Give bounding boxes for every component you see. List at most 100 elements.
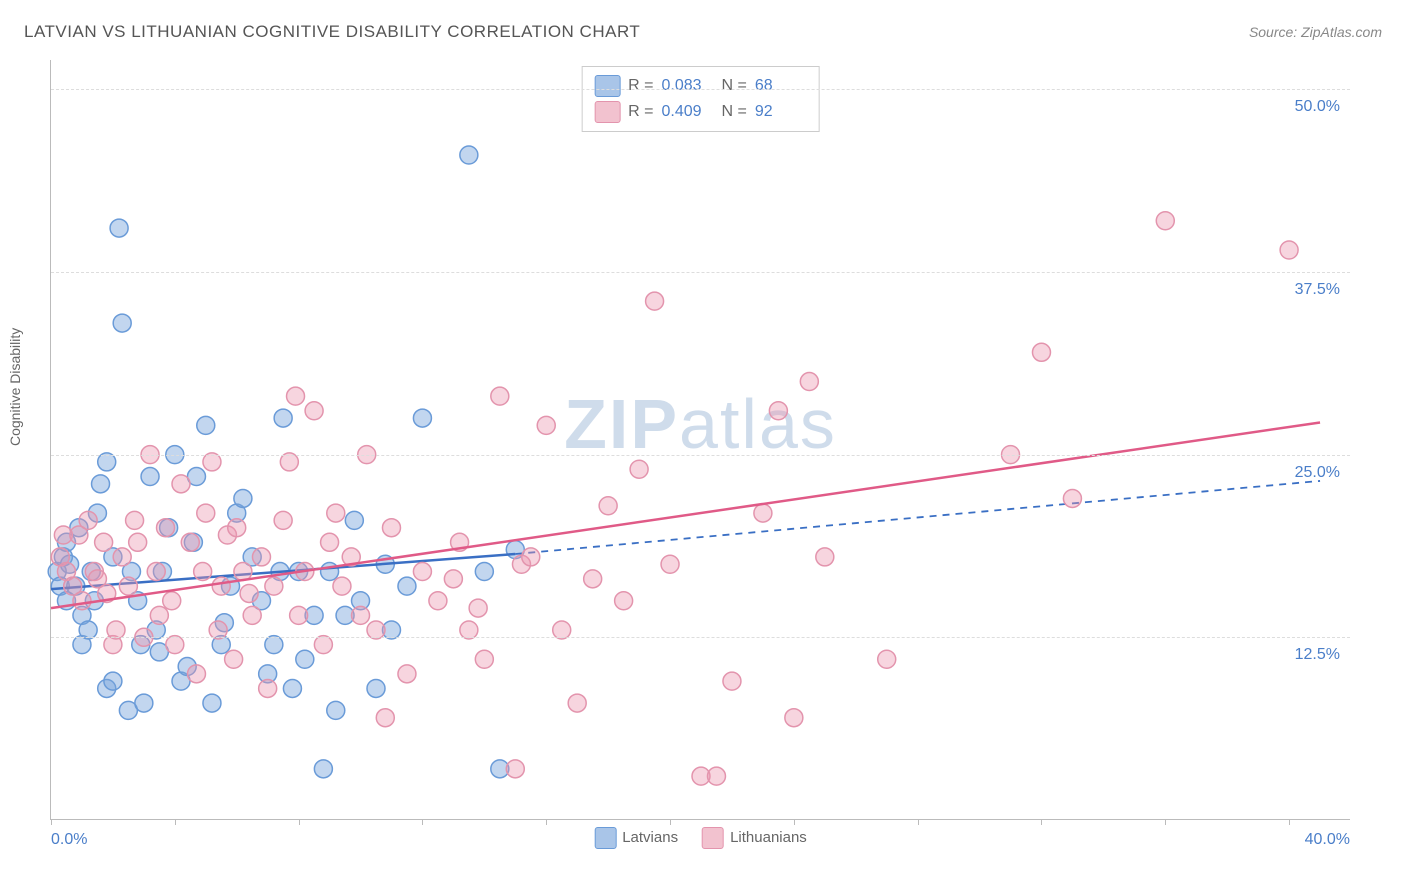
scatter-point — [352, 606, 370, 624]
scatter-point — [376, 709, 394, 727]
scatter-point — [95, 533, 113, 551]
scatter-point — [243, 606, 261, 624]
scatter-point — [110, 219, 128, 237]
x-axis-right-label: 40.0% — [1305, 831, 1350, 849]
x-tick — [670, 819, 671, 825]
scatter-point — [314, 760, 332, 778]
scatter-point — [367, 679, 385, 697]
stats-legend-row: R =0.083N =68 — [594, 73, 807, 99]
bottom-legend: Latvians Lithuanians — [594, 827, 807, 849]
scatter-point — [769, 402, 787, 420]
trend-line-extrapolated — [515, 481, 1320, 554]
legend-item: Lithuanians — [702, 827, 807, 849]
scatter-point — [194, 563, 212, 581]
scatter-point — [209, 621, 227, 639]
x-tick — [918, 819, 919, 825]
stat-R-key: R = — [628, 77, 653, 95]
scatter-point — [119, 577, 137, 595]
scatter-point — [1032, 343, 1050, 361]
scatter-point — [599, 497, 617, 515]
scatter-point — [1156, 212, 1174, 230]
scatter-point — [800, 373, 818, 391]
scatter-point — [113, 314, 131, 332]
y-gridline — [51, 637, 1350, 638]
x-tick — [299, 819, 300, 825]
scatter-point — [630, 460, 648, 478]
scatter-point — [166, 636, 184, 654]
scatter-point — [225, 650, 243, 668]
scatter-point — [212, 577, 230, 595]
x-tick — [51, 819, 52, 825]
scatter-point — [172, 475, 190, 493]
scatter-point — [469, 599, 487, 617]
scatter-svg — [51, 60, 1350, 819]
scatter-point — [296, 650, 314, 668]
y-gridline — [51, 272, 1350, 273]
scatter-point — [475, 650, 493, 668]
scatter-point — [150, 606, 168, 624]
source-label: Source: ZipAtlas.com — [1249, 24, 1382, 40]
legend-item: Latvians — [594, 827, 678, 849]
scatter-point — [785, 709, 803, 727]
scatter-point — [259, 679, 277, 697]
scatter-point — [98, 453, 116, 471]
scatter-point — [135, 694, 153, 712]
scatter-point — [522, 548, 540, 566]
scatter-point — [345, 511, 363, 529]
scatter-point — [460, 146, 478, 164]
scatter-point — [197, 416, 215, 434]
scatter-point — [553, 621, 571, 639]
scatter-point — [187, 665, 205, 683]
y-tick-label: 50.0% — [1295, 98, 1340, 116]
scatter-point — [203, 694, 221, 712]
legend-swatch-icon — [594, 101, 620, 123]
scatter-point — [444, 570, 462, 588]
scatter-point — [398, 665, 416, 683]
x-tick — [1165, 819, 1166, 825]
scatter-point — [157, 519, 175, 537]
scatter-point — [398, 577, 416, 595]
scatter-point — [107, 621, 125, 639]
scatter-point — [537, 416, 555, 434]
stat-N-key: N = — [722, 103, 747, 121]
scatter-point — [265, 636, 283, 654]
scatter-point — [754, 504, 772, 522]
scatter-point — [506, 760, 524, 778]
scatter-point — [305, 402, 323, 420]
scatter-point — [367, 621, 385, 639]
scatter-point — [280, 453, 298, 471]
scatter-point — [274, 409, 292, 427]
scatter-point — [460, 621, 478, 639]
scatter-point — [234, 489, 252, 507]
stats-legend-row: R =0.409N =92 — [594, 99, 807, 125]
stat-R-value: 0.083 — [662, 77, 714, 95]
legend-swatch-icon — [702, 827, 724, 849]
scatter-point — [79, 511, 97, 529]
chart-title: LATVIAN VS LITHUANIAN COGNITIVE DISABILI… — [24, 22, 640, 42]
y-axis-label: Cognitive Disability — [7, 328, 23, 446]
y-gridline — [51, 89, 1350, 90]
scatter-point — [413, 563, 431, 581]
scatter-point — [290, 606, 308, 624]
y-tick-label: 37.5% — [1295, 281, 1340, 299]
x-tick — [1041, 819, 1042, 825]
x-tick — [175, 819, 176, 825]
scatter-point — [584, 570, 602, 588]
scatter-point — [265, 577, 283, 595]
scatter-point — [327, 504, 345, 522]
scatter-point — [92, 475, 110, 493]
stat-R-value: 0.409 — [662, 103, 714, 121]
scatter-point — [646, 292, 664, 310]
scatter-point — [197, 504, 215, 522]
scatter-point — [878, 650, 896, 668]
y-tick-label: 25.0% — [1295, 464, 1340, 482]
scatter-point — [661, 555, 679, 573]
legend-swatch-icon — [594, 827, 616, 849]
scatter-point — [475, 563, 493, 581]
scatter-point — [104, 672, 122, 690]
x-axis-left-label: 0.0% — [51, 831, 87, 849]
x-tick — [1289, 819, 1290, 825]
scatter-point — [413, 409, 431, 427]
scatter-point — [252, 548, 270, 566]
scatter-point — [615, 592, 633, 610]
